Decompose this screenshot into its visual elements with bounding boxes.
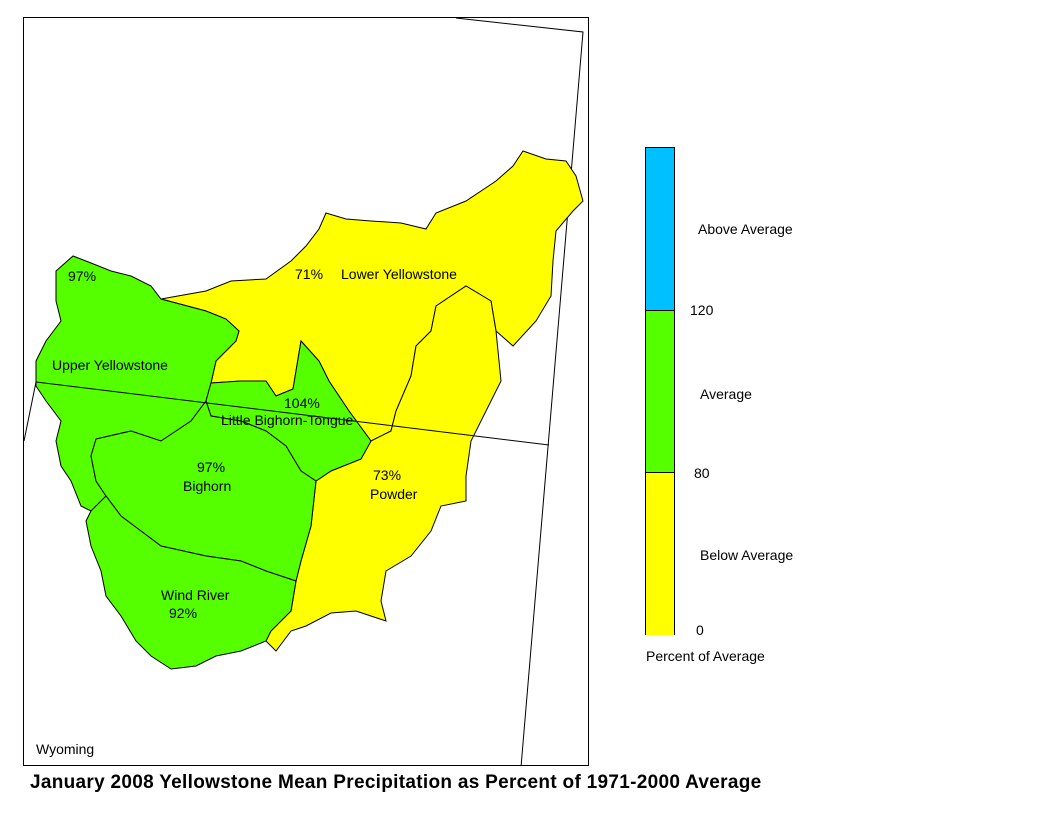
legend-colorbar bbox=[645, 147, 675, 635]
bighorn-value: 97% bbox=[197, 459, 225, 475]
state-label: Wyoming bbox=[36, 741, 95, 757]
upper-yellowstone-value: 97% bbox=[68, 268, 96, 284]
wind-river-value: 92% bbox=[169, 605, 197, 621]
bighorn-name: Bighorn bbox=[183, 478, 231, 494]
basin-powder bbox=[265, 285, 502, 652]
powder-name: Powder bbox=[370, 486, 418, 502]
basin-wind-river bbox=[85, 495, 297, 670]
lower-yellowstone-name: Lower Yellowstone bbox=[341, 266, 457, 282]
legend-break-80: 80 bbox=[694, 465, 710, 481]
map-title: January 2008 Yellowstone Mean Precipitat… bbox=[30, 772, 762, 793]
legend-label-above: Above Average bbox=[698, 221, 793, 237]
legend-label-average: Average bbox=[700, 386, 752, 402]
legend-swatch-below bbox=[646, 472, 674, 635]
legend-swatch-average bbox=[646, 310, 674, 473]
state-border-line bbox=[455, 18, 584, 765]
wind-river-name: Wind River bbox=[161, 587, 230, 603]
basin-map: 97% Upper Yellowstone 71% Lower Yellowst… bbox=[24, 18, 584, 765]
little-bighorn-tongue-name: Little Bighorn-Tongue bbox=[221, 412, 354, 428]
state-west-border-line bbox=[24, 381, 37, 442]
little-bighorn-tongue-value: 104% bbox=[284, 395, 320, 411]
upper-yellowstone-name: Upper Yellowstone bbox=[52, 357, 168, 373]
legend-swatch-above bbox=[646, 148, 674, 310]
powder-value: 73% bbox=[373, 467, 401, 483]
legend-caption: Percent of Average bbox=[646, 648, 765, 664]
lower-yellowstone-value: 71% bbox=[295, 266, 323, 282]
legend-break-0: 0 bbox=[696, 622, 704, 638]
state-boundary-line bbox=[35, 381, 550, 446]
legend-break-120: 120 bbox=[690, 302, 714, 318]
legend-label-below: Below Average bbox=[700, 547, 794, 563]
map-frame: 97% Upper Yellowstone 71% Lower Yellowst… bbox=[23, 17, 589, 766]
